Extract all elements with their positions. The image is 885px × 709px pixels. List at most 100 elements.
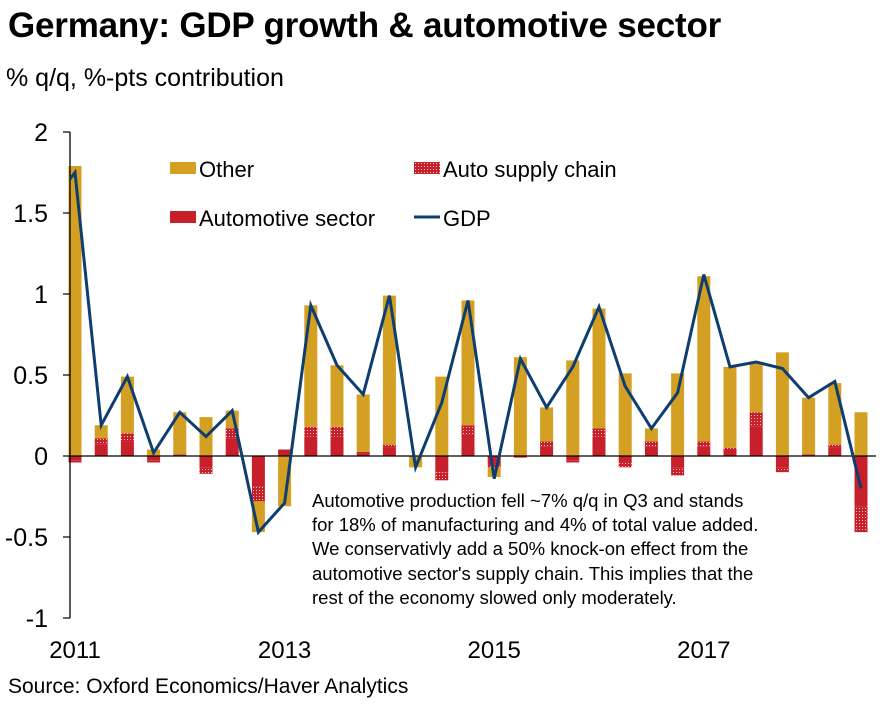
legend-label-gdp: GDP (443, 206, 491, 231)
bar-other-2015Q2 (513, 357, 527, 456)
bar-automotive-sector-2018Q3 (854, 456, 868, 507)
bar-automotive-sector-2015Q2 (513, 456, 527, 458)
bar-auto-supply-chain-2015Q4 (566, 460, 580, 463)
bar-auto-supply-chain-2016Q2 (618, 462, 632, 468)
bar-other-2018Q1 (802, 397, 816, 455)
bar-automotive-sector-2012Q3 (225, 438, 239, 456)
legend-item-gdp: GDP (414, 206, 491, 231)
bar-automotive-sector-2016Q4 (671, 456, 685, 468)
bar-other-2013Q2 (304, 305, 318, 427)
bar-automotive-sector-2011Q3 (120, 441, 134, 456)
bar-other-2016Q1 (592, 308, 606, 429)
bar-auto-supply-chain-2012Q4 (251, 486, 265, 502)
gdp-line-layer (68, 168, 863, 536)
bar-other-2016Q4 (671, 373, 685, 456)
bar-automotive-sector-2017Q1 (697, 446, 711, 456)
bar-auto-supply-chain-2015Q3 (540, 441, 554, 447)
bar-automotive-sector-2013Q3 (330, 436, 344, 456)
annotation-line-5: rest of the economy slowed only moderate… (312, 587, 677, 608)
bar-automotive-sector-2014Q1 (382, 447, 396, 456)
bar-auto-supply-chain-2014Q4 (461, 425, 475, 435)
bar-automotive-sector-2011Q1 (68, 456, 82, 461)
x-tick-label: 2011 (49, 637, 101, 664)
bar-automotive-sector-2017Q2 (723, 449, 737, 456)
bar-other-2018Q3 (854, 412, 868, 456)
bar-automotive-sector-2018Q1 (802, 454, 816, 456)
gdp-line (68, 168, 863, 536)
bar-automotive-sector-2016Q1 (592, 436, 606, 456)
legend-swatch-other (170, 162, 196, 174)
bar-other-2011Q3 (120, 376, 134, 434)
legend-item-automotive-sector: Automotive sector (170, 206, 375, 231)
bar-auto-supply-chain-2012Q3 (225, 428, 239, 439)
bar-other-2014Q3 (435, 376, 449, 456)
bar-auto-supply-chain-2013Q2 (304, 426, 318, 437)
bar-auto-supply-chain-2017Q4 (775, 467, 789, 473)
bar-automotive-sector-2013Q4 (356, 453, 370, 456)
y-tick-label: 0.5 (13, 362, 48, 390)
y-tick-label: -0.5 (5, 524, 48, 552)
bar-automotive-sector-2011Q4 (147, 456, 161, 461)
bar-auto-supply-chain-2018Q3 (854, 506, 868, 533)
y-tick-label: -1 (26, 605, 48, 633)
legend-label-auto-supply-chain: Auto supply chain (443, 157, 617, 182)
legend: Other Auto supply chain Automotive secto… (170, 157, 617, 231)
source-note: Source: Oxford Economics/Haver Analytics (8, 675, 409, 698)
bar-automotive-sector-2015Q1 (487, 456, 501, 465)
legend-swatch-auto-supply-chain (414, 162, 440, 174)
bar-auto-supply-chain-2011Q3 (120, 433, 134, 442)
bar-auto-supply-chain-2014Q3 (435, 472, 449, 481)
bar-automotive-sector-2015Q3 (540, 446, 554, 456)
bar-other-2013Q4 (356, 394, 370, 452)
bar-auto-supply-chain-2017Q2 (723, 447, 737, 450)
bar-other-2015Q3 (540, 407, 554, 442)
bar-auto-supply-chain-2011Q2 (94, 438, 108, 445)
bar-automotive-sector-2017Q4 (775, 456, 789, 468)
bar-other-2012Q4 (251, 501, 265, 533)
y-tick-label: 1 (34, 281, 48, 309)
y-axis-unit-label: % q/q, %-pts contribution (6, 64, 284, 92)
legend-item-other: Other (170, 157, 254, 182)
bar-auto-supply-chain-2012Q2 (199, 467, 213, 474)
y-tick-label: 0 (34, 443, 48, 471)
bar-automotive-sector-2012Q4 (251, 456, 265, 487)
bar-other-2014Q1 (382, 295, 396, 445)
annotation-line-2: for 18% of manufacturing and 4% of total… (312, 514, 758, 535)
bar-other-2012Q1 (173, 412, 187, 455)
bar-automotive-sector-2015Q4 (566, 456, 580, 461)
bar-auto-supply-chain-2013Q3 (330, 426, 344, 437)
y-tick-label: 1.5 (13, 200, 48, 228)
x-tick-label: 2017 (677, 637, 730, 664)
bar-automotive-sector-2013Q1 (278, 449, 292, 456)
y-tick-label: 2 (34, 119, 48, 147)
y-tick-labels: -1 -0.5 0 0.5 1 1.5 2 (5, 119, 48, 633)
bar-automotive-sector-2014Q4 (461, 434, 475, 456)
bar-automotive-sector-2014Q3 (435, 456, 449, 473)
legend-swatch-automotive-sector (170, 211, 196, 223)
bar-auto-supply-chain-2017Q3 (749, 412, 763, 427)
bar-other-2017Q3 (749, 362, 763, 413)
legend-label-other: Other (199, 157, 254, 182)
bar-other-2017Q2 (723, 366, 737, 448)
legend-item-auto-supply-chain: Auto supply chain (414, 157, 617, 182)
bar-auto-supply-chain-2017Q1 (697, 441, 711, 447)
bar-automotive-sector-2016Q3 (644, 446, 658, 456)
chart-title: Germany: GDP growth & automotive sector (8, 6, 722, 45)
x-tick-labels: 2011 2013 2015 2017 (49, 637, 730, 664)
bar-automotive-sector-2011Q2 (94, 444, 108, 456)
legend-label-automotive-sector: Automotive sector (199, 206, 375, 231)
bar-automotive-sector-2012Q2 (199, 456, 213, 468)
bar-auto-supply-chain-2018Q2 (828, 444, 842, 448)
bar-automotive-sector-2012Q1 (173, 454, 187, 456)
annotation-line-3: We conservativly add a 50% knock-on effe… (312, 538, 748, 559)
annotation-line-1: Automotive production fell ~7% q/q in Q3… (312, 490, 743, 511)
bar-other-2017Q4 (775, 352, 789, 456)
bar-other-2016Q3 (644, 428, 658, 442)
bar-other-2015Q4 (566, 360, 580, 456)
bar-other-2011Q1 (68, 166, 82, 456)
bar-auto-supply-chain-2015Q1 (487, 464, 501, 468)
x-tick-label: 2013 (258, 637, 311, 664)
bar-other-2011Q2 (94, 425, 108, 439)
bar-automotive-sector-2018Q2 (828, 447, 842, 456)
